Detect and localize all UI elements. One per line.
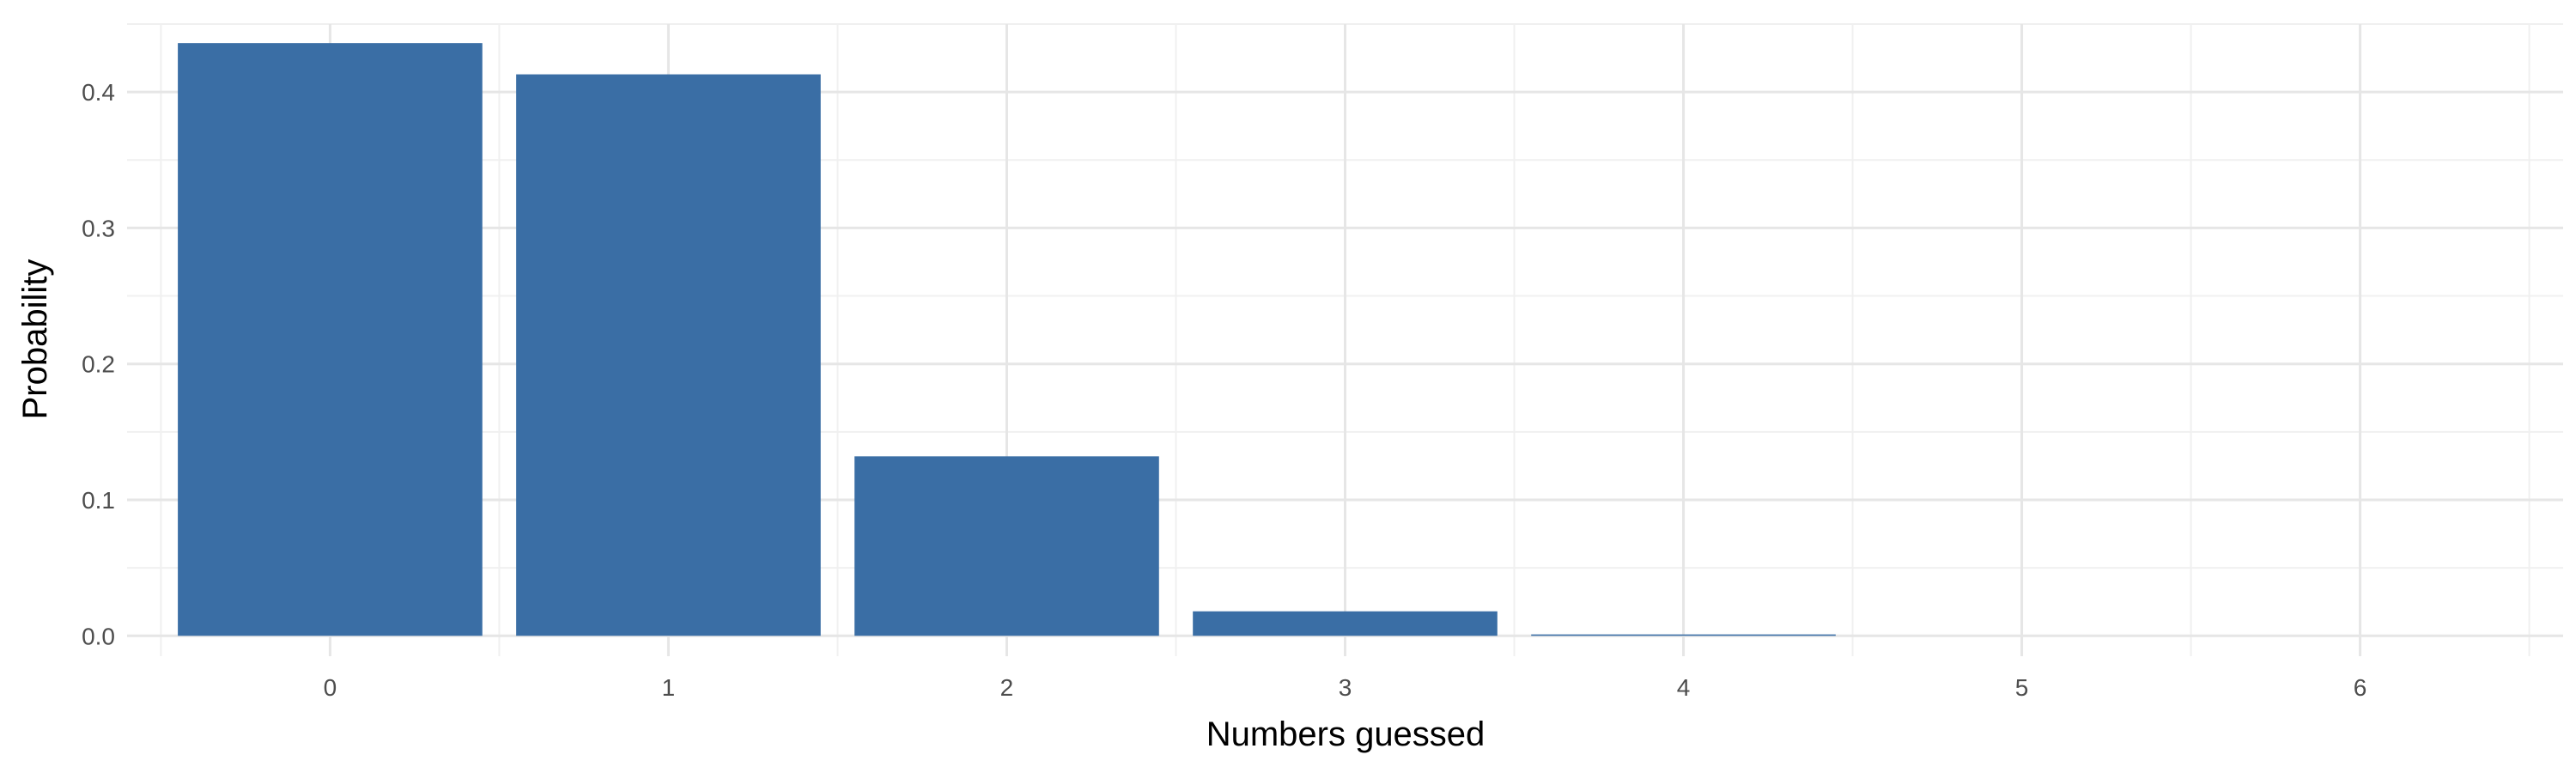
x-tick-label: 3 [1339, 674, 1352, 701]
bar-0 [178, 43, 483, 636]
bar-1 [516, 74, 821, 636]
grid-lines [127, 23, 2563, 656]
bar-2 [854, 456, 1159, 636]
y-tick-label: 0.1 [82, 487, 115, 514]
y-tick-label: 0.2 [82, 351, 115, 378]
bars [178, 43, 2512, 636]
bar-4 [1531, 634, 1836, 636]
x-tick-label: 6 [2354, 674, 2367, 701]
y-tick-label: 0.0 [82, 623, 115, 649]
y-tick-label: 0.3 [82, 215, 115, 241]
x-axis-title: Numbers guessed [1206, 715, 1485, 753]
y-axis-title: Probability [16, 259, 54, 420]
x-tick-label: 1 [662, 674, 676, 701]
y-axis-ticks: 0.0 0.1 0.2 0.3 0.4 [82, 79, 115, 649]
x-tick-label: 5 [2015, 674, 2029, 701]
x-tick-label: 2 [1000, 674, 1014, 701]
bar-3 [1193, 611, 1498, 636]
x-axis-ticks: 0 1 2 3 4 5 6 [324, 674, 2367, 701]
x-tick-label: 4 [1677, 674, 1691, 701]
x-tick-label: 0 [324, 674, 337, 701]
y-tick-label: 0.4 [82, 79, 115, 106]
